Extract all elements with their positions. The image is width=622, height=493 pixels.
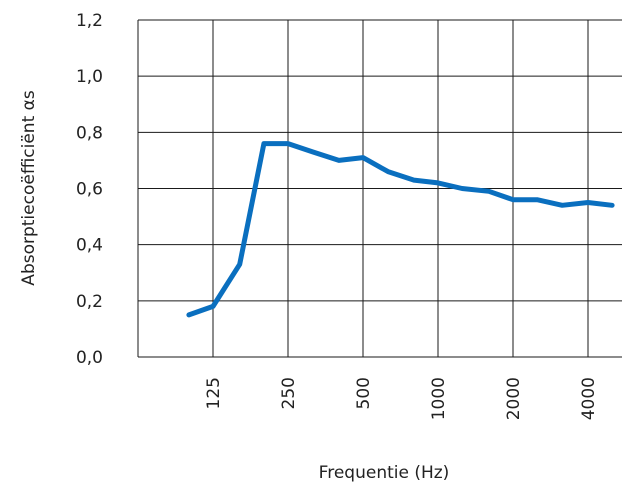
x-axis-title: Frequentie (Hz) <box>319 463 450 483</box>
x-tick-labels: 125 250 500 1000 2000 4000 <box>204 377 599 420</box>
grid <box>137 19 622 358</box>
y-tick-label: 0,6 <box>76 180 103 200</box>
y-tick-label: 0,0 <box>76 348 103 368</box>
x-tick-label: 2000 <box>504 377 524 420</box>
y-tick-label: 0,8 <box>76 123 103 143</box>
y-tick-label: 0,4 <box>76 236 103 256</box>
x-tick-label: 1000 <box>429 377 449 420</box>
x-tick-label: 250 <box>279 377 299 409</box>
y-tick-label: 0,2 <box>76 292 103 312</box>
y-axis-title: Absorptiecoëfficiënt αs <box>19 90 39 286</box>
x-tick-label: 4000 <box>579 377 599 420</box>
y-tick-label: 1,2 <box>76 11 103 31</box>
x-tick-label: 500 <box>354 377 374 409</box>
y-tick-label: 1,0 <box>76 67 103 87</box>
x-tick-label: 125 <box>204 377 224 409</box>
series-group <box>186 141 615 318</box>
absorption-series-line <box>186 141 615 318</box>
y-tick-labels: 0,0 0,2 0,4 0,6 0,8 1,0 1,2 <box>76 11 103 368</box>
